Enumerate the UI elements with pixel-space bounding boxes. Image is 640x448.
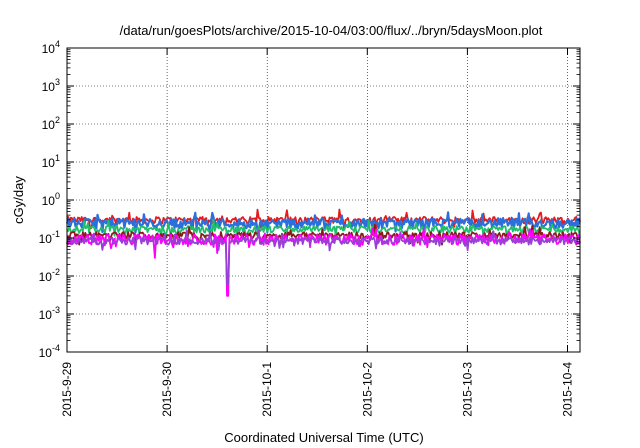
y-tick-base: 10 xyxy=(39,346,53,360)
y-tick-label: 10-1 xyxy=(39,229,60,246)
plot-frame xyxy=(66,47,581,353)
y-tick-base: 10 xyxy=(42,118,56,132)
y-tick-exponent: 4 xyxy=(55,39,60,49)
series-line xyxy=(66,219,581,240)
x-tick-label: 2015-10-3 xyxy=(460,362,474,417)
chart-title: /data/run/goesPlots/archive/2015-10-04/0… xyxy=(120,23,543,38)
y-tick-label: 101 xyxy=(42,153,60,170)
x-tick-label: 2015-10-1 xyxy=(260,362,274,417)
x-tick-label: 2015-10-4 xyxy=(560,362,574,417)
y-tick-label: 10-2 xyxy=(39,267,60,284)
y-tick-label: 100 xyxy=(42,191,60,208)
x-tick-label: 2015-9-30 xyxy=(160,362,174,417)
x-tick-label: 2015-10-2 xyxy=(360,362,374,417)
y-tick-label: 10-3 xyxy=(39,305,60,322)
ticks xyxy=(66,47,580,353)
y-tick-exponent: 0 xyxy=(55,191,60,201)
y-tick-exponent: -2 xyxy=(52,267,60,277)
y-tick-base: 10 xyxy=(42,42,56,56)
y-tick-exponent: 1 xyxy=(55,153,60,163)
y-tick-label: 102 xyxy=(42,115,60,132)
grid xyxy=(67,48,580,352)
series-line xyxy=(66,208,581,231)
series-line xyxy=(66,229,581,286)
y-tick-exponent: -4 xyxy=(52,343,60,353)
series-line xyxy=(65,211,582,234)
y-tick-label: 103 xyxy=(42,77,60,94)
y-tick-base: 10 xyxy=(42,194,56,208)
series-layer xyxy=(65,208,582,297)
y-tick-base: 10 xyxy=(39,308,53,322)
y-tick-exponent: -3 xyxy=(52,305,60,315)
y-tick-base: 10 xyxy=(42,156,56,170)
x-tick-label: 2015-9-29 xyxy=(60,362,74,417)
y-tick-exponent: -1 xyxy=(52,229,60,239)
y-tick-base: 10 xyxy=(42,80,56,94)
tick-labels: 10410310210110010-110-210-310-42015-9-29… xyxy=(39,39,575,417)
y-tick-base: 10 xyxy=(39,232,53,246)
y-tick-label: 104 xyxy=(42,39,60,56)
x-axis-label: Coordinated Universal Time (UTC) xyxy=(224,430,423,445)
y-axis-label: cGy/day xyxy=(11,176,26,224)
y-tick-exponent: 3 xyxy=(55,77,60,87)
y-tick-exponent: 2 xyxy=(55,115,60,125)
y-tick-base: 10 xyxy=(39,270,53,284)
y-tick-label: 10-4 xyxy=(39,343,60,360)
series-line xyxy=(66,227,581,297)
